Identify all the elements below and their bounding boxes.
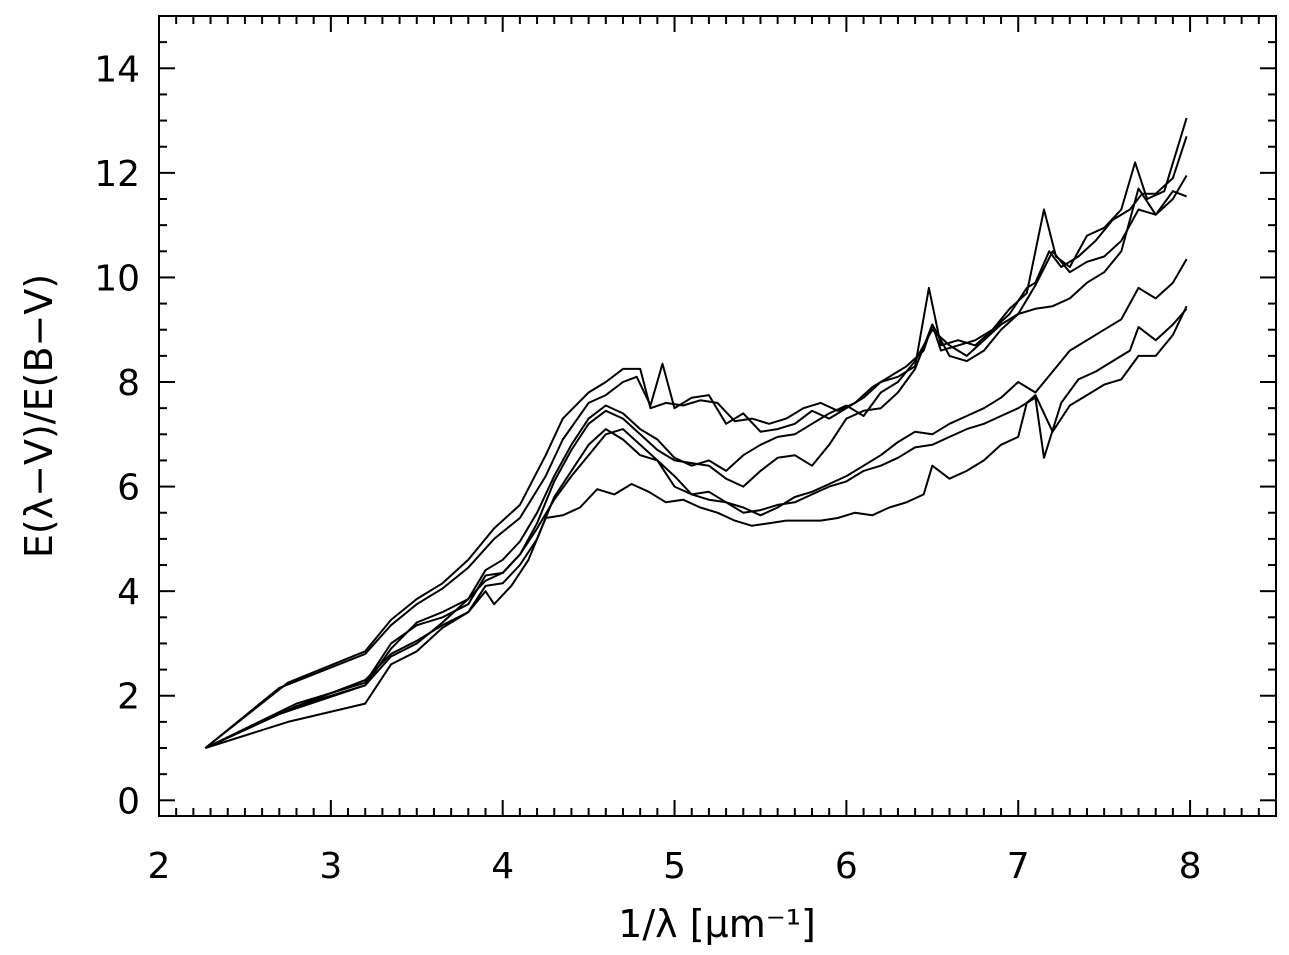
axis-ticks	[158, 15, 1277, 816]
x-axis-label: 1/λ [μm⁻¹]	[618, 902, 816, 946]
series-line-6	[204, 308, 1188, 749]
y-tick-label: 12	[94, 154, 140, 195]
y-tick-label: 2	[117, 677, 140, 718]
plot-frame	[158, 15, 1277, 817]
y-tick-label: 4	[117, 572, 140, 613]
series-line-3	[204, 174, 1188, 749]
series-line-5	[204, 258, 1188, 749]
y-tick-label: 6	[117, 468, 140, 509]
x-tick-label: 7	[1007, 846, 1030, 887]
series-lines	[204, 117, 1188, 749]
x-tick-label: 3	[319, 846, 342, 887]
y-tick-label: 0	[117, 781, 140, 822]
y-tick-label: 10	[94, 258, 140, 299]
x-tick-label: 5	[663, 846, 686, 887]
x-tick-label: 8	[1179, 846, 1202, 887]
x-tick-label: 2	[148, 846, 171, 887]
x-tick-label: 6	[835, 846, 858, 887]
y-axis-label: E(λ−V)/E(B−V)	[17, 274, 61, 558]
y-tick-label: 8	[117, 363, 140, 404]
series-line-7	[205, 305, 1188, 749]
series-line-1	[204, 135, 1188, 749]
y-tick-label: 14	[94, 49, 140, 90]
x-tick-label: 4	[491, 846, 514, 887]
series-line-2	[204, 117, 1188, 749]
